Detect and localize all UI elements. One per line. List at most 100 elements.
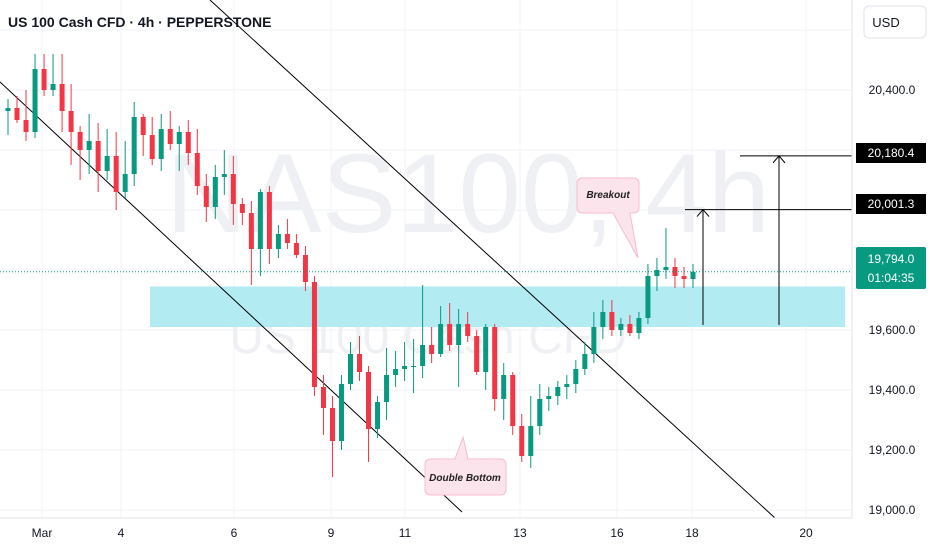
candle-body-up	[338, 384, 344, 441]
price-tick-label: 20,400.0	[869, 83, 916, 97]
candle-body-down	[41, 69, 47, 90]
candle-body-up	[663, 267, 669, 270]
time-tick-label: 9	[328, 526, 335, 540]
candle-body-down	[492, 327, 498, 399]
double-bottom-label: Double Bottom	[429, 473, 501, 484]
candle-body-up	[420, 345, 426, 366]
breakout-callout: Breakout	[576, 177, 640, 259]
candle-body-up	[221, 174, 227, 177]
candle-body-up	[86, 141, 92, 150]
time-axis[interactable]	[0, 518, 852, 550]
candle-body-up	[483, 327, 489, 372]
arrow-head-2	[696, 208, 710, 217]
candle-body-up	[5, 108, 11, 111]
currency-button-bg[interactable]	[863, 5, 927, 39]
candle-body-down	[284, 234, 290, 243]
candle-body-down	[672, 267, 678, 276]
candle-body-up	[384, 375, 390, 402]
candle-body-up	[654, 270, 660, 276]
watermark-main: NAS100, 4h	[166, 131, 770, 256]
candle-body-down	[194, 153, 200, 186]
channel-upper-line	[209, 0, 776, 519]
candle-body-up	[645, 276, 651, 318]
channel-lines	[0, 0, 776, 519]
candle-body-up	[348, 354, 353, 384]
time-tick-label: 18	[685, 526, 699, 540]
target-tag-1-text: 20,180.4	[868, 146, 915, 160]
candle-body-up	[537, 399, 543, 426]
candle-body-down	[185, 132, 191, 153]
price-tick-label: 19,600.0	[869, 323, 916, 337]
candle-body-down	[302, 255, 308, 282]
breakout-bubble	[576, 177, 640, 259]
candle-body-down	[627, 324, 633, 333]
time-tick-label: Mar	[32, 526, 53, 540]
support-zone	[150, 286, 845, 327]
candle-body-down	[609, 312, 615, 330]
time-tick-label: 20	[799, 526, 813, 540]
candle-body-up	[212, 177, 218, 207]
double-bottom-bubble	[424, 435, 507, 496]
grid	[0, 0, 852, 518]
currency-button[interactable]: USD	[863, 5, 927, 39]
time-tick-label: 11	[399, 526, 412, 540]
candle-body-up	[257, 192, 263, 249]
price-tick-label: 19,000.0	[869, 503, 916, 517]
symbol-title[interactable]: US 100 Cash CFD · 4h · PEPPERSTONE	[8, 14, 271, 30]
candle-body-down	[519, 426, 525, 456]
current-price-tag-bg	[856, 247, 926, 289]
candle-body-down	[248, 213, 254, 249]
candle-body-down	[23, 120, 29, 132]
candle-body-up	[546, 396, 552, 399]
candle-body-down	[95, 141, 101, 171]
price-tick-label: 19,200.0	[869, 443, 916, 457]
time-axis-labels: Mar 4 6 9 11 13 16 18 20	[32, 526, 813, 540]
candle-body-down	[77, 132, 83, 150]
countdown-text: 01:04:35	[868, 271, 915, 285]
candle-body-down	[681, 276, 687, 279]
candle-body-up	[456, 324, 462, 345]
candle-body-down	[14, 108, 20, 120]
candle-body-up	[104, 156, 110, 171]
candle-body-down	[149, 135, 155, 159]
candles	[5, 54, 696, 477]
double-bottom-callout: Double Bottom	[424, 435, 507, 496]
candle-body-down	[474, 336, 480, 372]
candle-body-down	[447, 324, 453, 345]
candle-body-down	[266, 192, 272, 249]
candle-body-up	[591, 327, 597, 354]
target-tag-1: 20,180.4	[856, 143, 926, 163]
candle-body-down	[293, 243, 299, 255]
price-tick-label: 19,400.0	[869, 383, 916, 397]
candle-body-down	[167, 129, 173, 144]
current-price-text: 19,794.0	[868, 252, 915, 266]
candle-body-up	[402, 366, 408, 369]
candle-body-down	[510, 375, 516, 426]
candle-body-up	[438, 324, 444, 354]
candle-body-down	[230, 174, 236, 204]
candle-body-down	[239, 204, 245, 213]
candle-body-down	[357, 354, 363, 372]
candle-body-up	[122, 174, 128, 192]
target-tag-2-bg	[856, 194, 926, 214]
channel-lower-line	[0, 81, 463, 513]
candle-body-down	[59, 84, 65, 111]
candle-body-down	[203, 186, 209, 207]
candle-body-down	[311, 282, 317, 387]
time-tick-label: 16	[610, 526, 624, 540]
candle-body-down	[113, 156, 119, 192]
currency-button-label[interactable]: USD	[872, 15, 899, 30]
candle-body-up	[555, 387, 561, 396]
candle-body-up	[131, 117, 137, 174]
price-axis-labels: 19,000.0 19,200.0 19,400.0 19,600.0 20,400.0	[869, 83, 916, 517]
current-price-tag: 19,794.0 01:04:35	[856, 247, 926, 289]
candle-body-up	[573, 369, 579, 384]
candle-body-up	[690, 271, 696, 279]
candle-body-up	[528, 426, 534, 456]
candle-body-up	[501, 375, 507, 399]
candle-body-down	[320, 387, 326, 408]
candle-body-up	[50, 84, 56, 90]
candle-body-up	[564, 384, 570, 387]
